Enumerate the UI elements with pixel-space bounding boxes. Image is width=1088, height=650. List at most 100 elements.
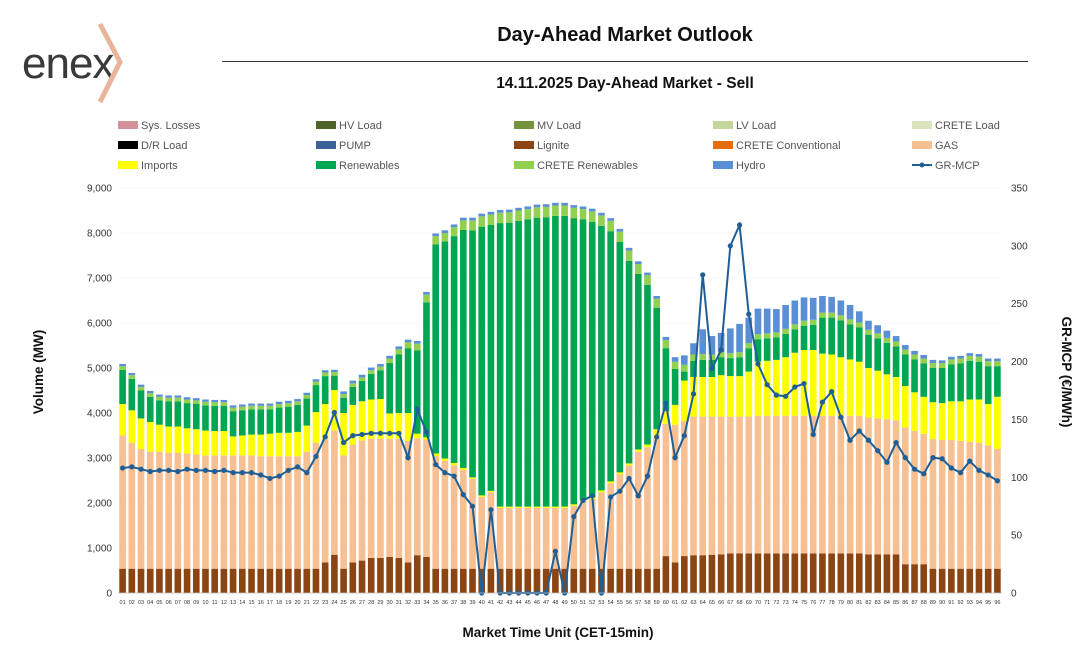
gr-mcp-point: [359, 431, 365, 438]
legend-swatch: [912, 141, 932, 149]
y2-tick-label: 50: [1011, 531, 1023, 542]
bar-renewables: [828, 317, 835, 355]
bar-stack: [285, 400, 292, 593]
bar-lignite: [395, 557, 403, 593]
bar-hydro: [644, 272, 651, 276]
bar-crete-renewables: [957, 358, 964, 364]
bar-stack: [736, 323, 743, 593]
bar-imports: [340, 413, 347, 456]
bar-crete-renewables: [469, 220, 476, 231]
bar-hydro: [303, 392, 311, 395]
gr-mcp-point: [911, 466, 918, 472]
bar-lignite: [634, 568, 642, 593]
bar-lignite: [800, 553, 808, 593]
y2-tick-label: 250: [1011, 299, 1028, 310]
bar-hydro: [386, 355, 393, 359]
bar-gas: [441, 460, 449, 569]
bar-crete-renewables: [460, 220, 467, 230]
bar-renewables: [524, 219, 532, 507]
x-tick-label: 91: [948, 600, 954, 606]
bar-lignite: [929, 568, 937, 593]
bar-hydro: [542, 204, 550, 207]
bar-imports: [220, 431, 228, 456]
legend-label: Lignite: [537, 140, 569, 152]
bar-gas: [174, 452, 182, 569]
bar-renewables: [423, 302, 430, 438]
bar-gas: [321, 438, 329, 563]
y2-tick-label: 150: [1011, 415, 1028, 426]
bar-stack: [791, 300, 799, 593]
bar-renewables: [727, 358, 734, 377]
x-tick-label: 66: [718, 600, 724, 606]
bar-renewables: [690, 360, 697, 377]
bar-crete-renewables: [782, 328, 789, 334]
bar-imports: [671, 404, 679, 425]
gr-mcp-point: [746, 311, 752, 317]
bar-lignite: [957, 568, 964, 593]
gr-mcp-point: [994, 478, 1001, 484]
bar-lignite: [588, 568, 596, 593]
bar-crete-renewables: [911, 354, 918, 360]
legend-label: Sys. Losses: [141, 120, 201, 132]
gr-mcp-point: [792, 384, 798, 390]
bar-stack: [588, 208, 596, 593]
bar-stack: [515, 207, 522, 593]
legend-label: Imports: [141, 160, 178, 172]
x-axis: 01 02 03 04 05 06 07 08 09 10 11 12 13 14 15 16 17 18 19 20…: [118, 592, 1002, 606]
bar-lignite: [911, 564, 918, 593]
bar-gas: [699, 416, 707, 556]
bar-stack: [607, 218, 614, 593]
x-tick-label: 02: [129, 600, 135, 606]
bar-imports: [745, 371, 753, 417]
bar-stack: [552, 202, 559, 593]
gr-mcp-point: [405, 455, 411, 461]
bar-lignite: [450, 568, 458, 593]
bar-stack: [975, 354, 983, 593]
bar-crete-renewables: [598, 215, 605, 226]
bar-gas: [137, 449, 145, 569]
bar-renewables: [902, 354, 909, 386]
bar-renewables: [487, 224, 495, 491]
bar-renewables: [607, 231, 614, 482]
bar-imports: [855, 361, 863, 416]
bar-crete-renewables: [984, 361, 992, 367]
bar-hydro: [533, 204, 541, 208]
y-tick-label: 4,000: [87, 409, 112, 420]
bar-renewables: [367, 373, 375, 400]
bar-crete-renewables: [837, 315, 845, 321]
bar-lignite: [763, 553, 771, 593]
x-tick-label: 55: [617, 600, 623, 606]
gr-mcp-point: [976, 467, 982, 473]
bar-gas: [340, 455, 347, 569]
bar-renewables: [865, 334, 872, 368]
bar-hydro: [312, 379, 320, 382]
gr-mcp-point: [718, 347, 724, 353]
bar-stack: [321, 370, 329, 593]
gr-mcp-point: [709, 365, 715, 372]
legend-label: Hydro: [736, 160, 765, 172]
bar-lignite: [837, 553, 845, 593]
gr-mcp-point: [276, 473, 282, 479]
y-tick-label: 7,000: [87, 274, 112, 285]
x-tick-label: 49: [562, 600, 568, 606]
bar-renewables: [644, 284, 651, 445]
bar-crete-renewables: [819, 312, 826, 318]
bar-gas: [165, 452, 172, 569]
bar-crete-renewables: [404, 342, 412, 349]
bar-lignite: [285, 568, 292, 593]
x-tick-label: 73: [783, 600, 789, 606]
bar-stack: [727, 328, 734, 593]
bar-lignite: [570, 568, 578, 593]
gr-mcp-point: [331, 409, 337, 416]
y-tick-label: 6,000: [87, 319, 112, 330]
bar-imports: [994, 396, 1001, 449]
bar-gas: [257, 456, 265, 569]
bar-crete-renewables: [202, 401, 209, 406]
gr-mcp-point: [442, 470, 448, 476]
bar-stack: [386, 355, 393, 593]
bar-imports: [358, 401, 366, 441]
bar-lignite: [542, 568, 550, 593]
bar-crete-renewables: [883, 337, 891, 343]
legend-swatch: [118, 141, 138, 149]
bar-stack: [395, 346, 403, 593]
